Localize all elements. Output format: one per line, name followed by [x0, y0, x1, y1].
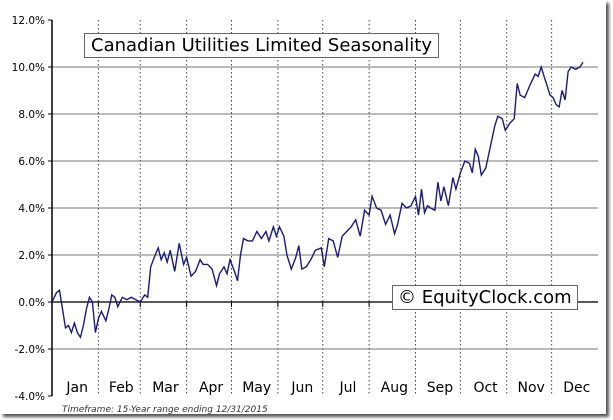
month-label: Feb: [109, 380, 134, 396]
month-label: Jul: [338, 380, 356, 396]
y-tick-label: 2.0%: [18, 250, 45, 262]
watermark: © EquityClock.com: [392, 285, 578, 310]
month-label: May: [242, 380, 271, 396]
chart-title: Canadian Utilities Limited Seasonality: [84, 33, 440, 58]
y-tick-label: -2.0%: [15, 344, 45, 356]
y-tick-label: 0.0%: [18, 297, 45, 309]
month-label: Sep: [427, 380, 454, 396]
y-tick-label: 6.0%: [18, 156, 45, 168]
y-tick-label: 4.0%: [18, 203, 45, 215]
y-tick-label: 12.0%: [12, 15, 45, 27]
month-label: Oct: [473, 380, 498, 396]
chart-frame: 12.0% 10.0% 8.0% 6.0% 4.0% 2.0% 0.0% -2.0% -4.0%…: [11, 15, 598, 415]
month-label: Jan: [65, 380, 88, 396]
month-label: Aug: [381, 380, 408, 396]
month-label: Dec: [563, 380, 590, 396]
month-label: Mar: [152, 380, 179, 396]
month-label: Nov: [518, 380, 545, 396]
month-label: Apr: [199, 380, 223, 396]
footnote: Timeframe: 15-Year range ending 12/31/20…: [62, 405, 268, 415]
y-tick-label: -4.0%: [15, 391, 45, 403]
seasonality-line: [51, 61, 584, 340]
y-tick-label: 10.0%: [12, 62, 45, 74]
month-label: Jun: [290, 380, 313, 396]
y-tick-label: 8.0%: [18, 109, 45, 121]
